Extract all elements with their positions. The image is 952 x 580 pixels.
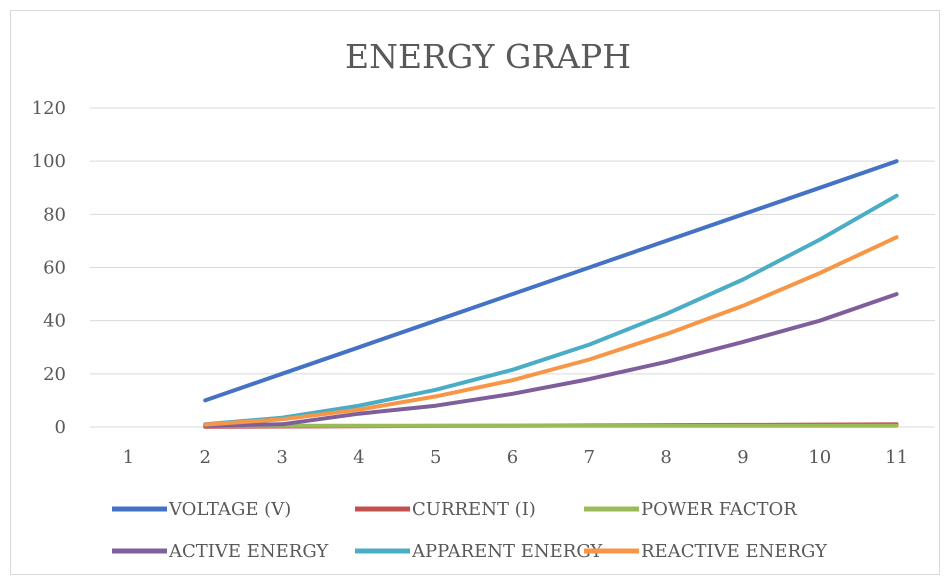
legend-item: POWER FACTOR (584, 499, 797, 520)
y-tick-label: 60 (43, 258, 66, 279)
x-tick-label: 4 (353, 447, 364, 468)
x-tick-label: 3 (276, 447, 287, 468)
legend-label: ACTIVE ENERGY (168, 541, 329, 562)
x-tick-label: 9 (737, 447, 748, 468)
legend-label: REACTIVE ENERGY (641, 541, 828, 562)
x-tick-label: 7 (584, 447, 595, 468)
chart-frame (10, 10, 940, 575)
y-tick-label: 40 (43, 311, 66, 332)
series-line-apparent-energy (203, 193, 899, 427)
y-tick-label: 120 (32, 98, 66, 119)
y-tick-label: 20 (43, 364, 66, 385)
y-tick-label: 80 (43, 204, 66, 225)
legend-label: CURRENT (I) (412, 499, 536, 520)
y-tick-label: 0 (55, 417, 66, 438)
series-line-active-energy (203, 292, 899, 428)
legend-item: ACTIVE ENERGY (112, 541, 329, 562)
legend-item: APPARENT ENERGY (355, 541, 603, 562)
series-lines (203, 159, 899, 429)
x-axis-ticks: 1 2 3 4 5 6 7 8 9 10 11 (123, 447, 908, 468)
x-tick-label: 5 (430, 447, 441, 468)
chart-title: ENERGY GRAPH (345, 37, 631, 76)
legend-item: CURRENT (I) (355, 499, 536, 520)
x-tick-label: 10 (808, 447, 831, 468)
x-tick-label: 2 (200, 447, 211, 468)
x-tick-label: 1 (123, 447, 134, 468)
x-tick-label: 6 (507, 447, 518, 468)
y-axis-ticks: 0 20 40 60 80 100 120 (32, 98, 66, 438)
series-line-voltage-v (203, 159, 899, 403)
series-line-reactive-energy (203, 235, 899, 427)
legend-label: POWER FACTOR (641, 499, 797, 520)
legend: VOLTAGE (V) CURRENT (I) POWER FACTOR ACTIVE… (112, 499, 828, 562)
legend-label: VOLTAGE (V) (168, 499, 291, 520)
legend-label: APPARENT ENERGY (411, 541, 603, 562)
x-tick-label: 11 (885, 447, 908, 468)
y-tick-label: 100 (32, 151, 66, 172)
legend-item: VOLTAGE (V) (112, 499, 291, 520)
legend-item: REACTIVE ENERGY (584, 541, 828, 562)
x-tick-label: 8 (660, 447, 671, 468)
